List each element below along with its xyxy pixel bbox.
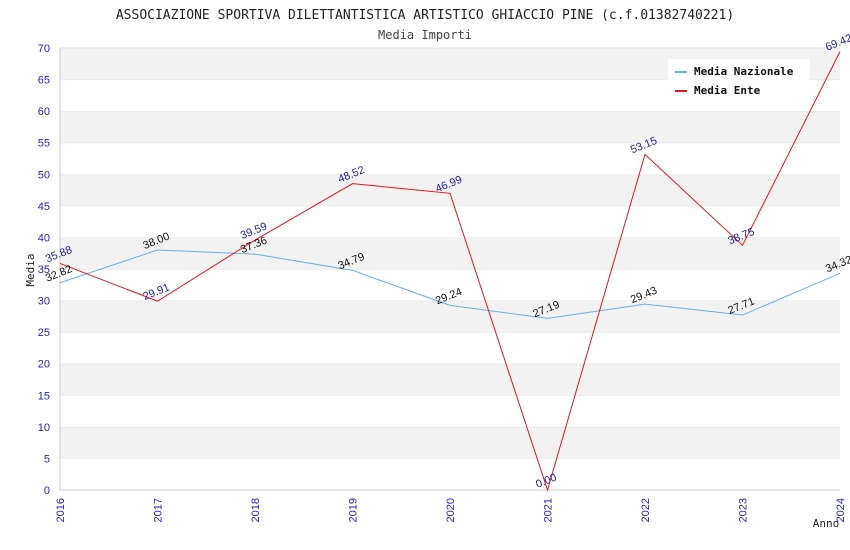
chart-title: ASSOCIAZIONE SPORTIVA DILETTANTISTICA AR… bbox=[116, 8, 734, 23]
y-tick-label: 65 bbox=[38, 75, 50, 87]
legend-label-ente: Media Ente bbox=[694, 84, 761, 97]
y-tick-label: 25 bbox=[38, 327, 50, 339]
y-tick-label: 0 bbox=[44, 485, 50, 497]
legend-box bbox=[668, 59, 810, 104]
x-tick-label: 2017 bbox=[153, 498, 165, 522]
chart-subtitle: Media Importi bbox=[378, 28, 472, 42]
y-tick-label: 5 bbox=[44, 453, 50, 465]
legend-label-nazionale: Media Nazionale bbox=[694, 65, 794, 78]
y-axis-label: Media bbox=[24, 253, 37, 286]
grid-bands bbox=[60, 47, 840, 490]
x-tick-label: 2021 bbox=[543, 498, 555, 522]
y-tick-label: 15 bbox=[38, 390, 50, 402]
y-tick-label: 20 bbox=[38, 359, 50, 371]
x-tick-label: 2018 bbox=[250, 498, 262, 522]
series-line-media-nazionale bbox=[59, 249, 841, 319]
y-tick-label: 55 bbox=[38, 138, 50, 150]
y-tick-label: 35 bbox=[38, 264, 50, 276]
grid-band bbox=[60, 237, 840, 269]
x-tick-label: 2023 bbox=[738, 498, 750, 522]
grid-band bbox=[60, 174, 840, 206]
y-tick-label: 10 bbox=[38, 422, 50, 434]
x-tick-labels: 2016 2017 2018 2019 2020 2021 2022 2023 2024 bbox=[55, 498, 847, 522]
grid-band bbox=[60, 458, 840, 490]
grid-band bbox=[60, 142, 840, 175]
x-tick-label: 2020 bbox=[445, 498, 457, 522]
x-axis-label: Anno bbox=[813, 517, 840, 530]
x-tick-label: 2024 bbox=[835, 498, 847, 522]
grid-band bbox=[60, 332, 840, 364]
y-tick-label: 40 bbox=[38, 232, 50, 244]
series-line-media-ente bbox=[59, 51, 841, 492]
y-tick-label: 70 bbox=[38, 43, 50, 55]
y-tick-label: 60 bbox=[38, 106, 50, 118]
y-tick-label: 45 bbox=[38, 201, 50, 213]
x-tick-label: 2022 bbox=[640, 498, 652, 522]
x-tick-label: 2019 bbox=[348, 498, 360, 522]
grid-band bbox=[60, 363, 840, 396]
y-tick-labels: 0 5 10 15 20 25 30 35 40 45 50 55 60 65 70 bbox=[38, 43, 50, 497]
y-tick-label: 30 bbox=[38, 296, 50, 308]
series-lines bbox=[59, 51, 841, 492]
grid-band bbox=[60, 205, 840, 238]
legend: Media Nazionale Media Ente bbox=[668, 59, 810, 104]
y-tick-label: 50 bbox=[38, 169, 50, 181]
grid-band bbox=[60, 426, 840, 459]
grid-band bbox=[60, 111, 840, 143]
x-tick-label: 2016 bbox=[55, 498, 67, 522]
grid-band bbox=[60, 269, 840, 301]
grid-band bbox=[60, 395, 840, 427]
